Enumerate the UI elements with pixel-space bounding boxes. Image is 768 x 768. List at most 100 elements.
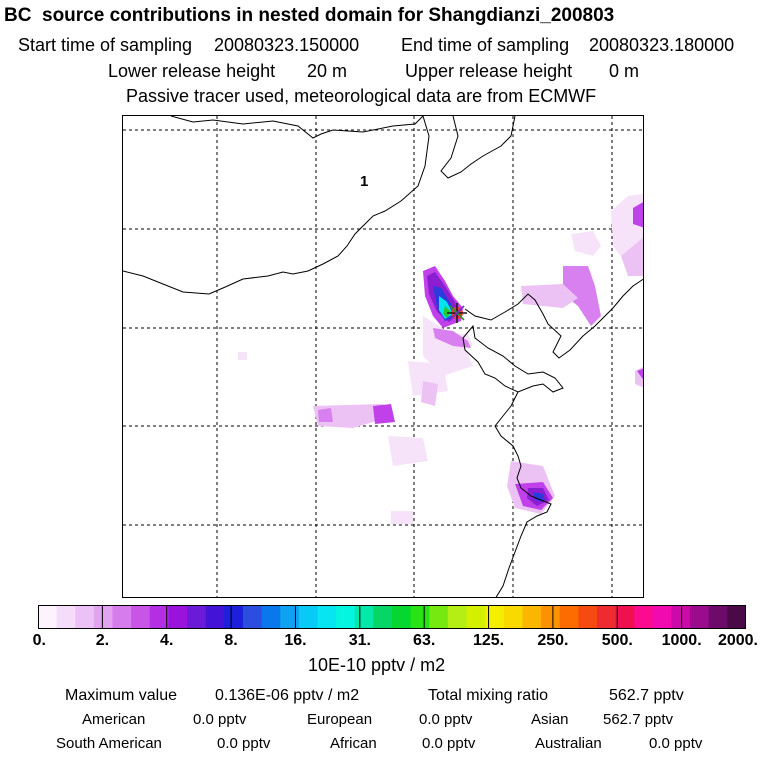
colorbar-segment bbox=[131, 605, 151, 629]
colorbar-ticks: 0. 2. 4. 8. 16. 31. 63. 125. 250. 500. 1000. 2000. bbox=[0, 632, 768, 652]
release-site-marker bbox=[447, 303, 467, 323]
colorbar-segment bbox=[373, 605, 393, 629]
start-time-label: Start time of sampling bbox=[18, 35, 193, 55]
border-line bbox=[123, 116, 430, 295]
plume-dot bbox=[391, 511, 413, 524]
colorbar-segment bbox=[727, 605, 746, 629]
upper-height-label: Upper release height bbox=[405, 61, 573, 81]
colorbar-tick-label: 31. bbox=[348, 632, 371, 649]
colorbar-segment bbox=[224, 605, 244, 629]
coastline bbox=[464, 278, 643, 359]
colorbar-segment bbox=[708, 605, 728, 629]
plume-s-light bbox=[408, 361, 448, 396]
colorbar-segment bbox=[280, 605, 300, 629]
european-label: European bbox=[307, 711, 373, 728]
plume-e-edge bbox=[637, 368, 643, 380]
colorbar-segment bbox=[503, 605, 524, 629]
map-panel: 1 bbox=[122, 115, 644, 598]
colorbar-segment bbox=[354, 605, 374, 629]
african-value: 0.0 pptv bbox=[422, 735, 476, 752]
plot-title: BC source contributions in nested domain… bbox=[4, 5, 615, 26]
plume-e-mid bbox=[563, 266, 601, 326]
colorbar-frame bbox=[38, 605, 746, 629]
plume-w-mid bbox=[318, 408, 333, 422]
colorbar-segment bbox=[168, 605, 188, 629]
plume-ne-light bbox=[571, 231, 601, 256]
african-label: African bbox=[330, 735, 377, 752]
colorbar-tick-label: 250. bbox=[537, 632, 569, 649]
australian-label: Australian bbox=[535, 735, 602, 752]
start-time-value: 20080323.150000 bbox=[214, 35, 360, 55]
colorbar-segment bbox=[410, 605, 430, 629]
graticule bbox=[123, 116, 643, 597]
colorbar-segment bbox=[652, 605, 673, 629]
colorbar-segment bbox=[690, 605, 710, 629]
colorbar bbox=[38, 605, 746, 629]
plume-s-light bbox=[388, 436, 428, 466]
colorbar-segment bbox=[93, 605, 114, 629]
plume-e-light bbox=[521, 284, 578, 308]
colorbar-segment bbox=[485, 605, 505, 629]
colorbar-segments bbox=[38, 605, 746, 629]
plume-w-strong bbox=[373, 404, 395, 424]
colorbar-segment bbox=[75, 605, 95, 629]
colorbar-segment bbox=[242, 605, 263, 629]
method-note: Passive tracer used, meteorological data… bbox=[126, 86, 597, 106]
colorbar-segment bbox=[541, 605, 561, 629]
colorbar-segment bbox=[56, 605, 76, 629]
coastlines bbox=[123, 116, 643, 597]
colorbar-tick-label: 0. bbox=[32, 632, 47, 649]
border-line bbox=[170, 116, 424, 139]
lower-height-label: Lower release height bbox=[108, 61, 276, 81]
asian-value: 562.7 pptv bbox=[603, 711, 674, 728]
colorbar-segment bbox=[298, 605, 319, 629]
south-american-label: South American bbox=[56, 735, 162, 752]
colorbar-tick-label: 8. bbox=[224, 632, 238, 649]
plume-ne-light bbox=[621, 237, 643, 276]
colorbar-segment bbox=[447, 605, 468, 629]
concentration-field bbox=[238, 194, 643, 524]
end-time-value: 20080323.180000 bbox=[589, 35, 735, 55]
colorbar-segment bbox=[336, 605, 356, 629]
asian-label: Asian bbox=[531, 711, 569, 728]
american-label: American bbox=[82, 711, 146, 728]
plume-s-light bbox=[421, 381, 438, 406]
colorbar-segment bbox=[38, 605, 58, 629]
colorbar-segment bbox=[522, 605, 542, 629]
european-value: 0.0 pptv bbox=[419, 711, 473, 728]
plume-dot bbox=[238, 352, 247, 360]
colorbar-tick-label: 500. bbox=[601, 632, 633, 649]
colorbar-tick-label: 1000. bbox=[661, 632, 702, 649]
colorbar-segment bbox=[187, 605, 207, 629]
colorbar-tick-label: 16. bbox=[284, 632, 307, 649]
colorbar-segment bbox=[205, 605, 225, 629]
colorbar-dividers bbox=[101, 605, 683, 629]
end-time-label: End time of sampling bbox=[401, 35, 570, 55]
colorbar-segment bbox=[261, 605, 281, 629]
colorbar-segment bbox=[671, 605, 691, 629]
total-mixing-label: Total mixing ratio bbox=[428, 687, 549, 704]
colorbar-tick-label: 2. bbox=[95, 632, 110, 649]
border-line bbox=[440, 116, 516, 179]
marker-stroke bbox=[449, 305, 465, 321]
upper-height-value: 0 m bbox=[609, 61, 640, 81]
plume-main-green bbox=[443, 306, 451, 318]
colorbar-segment bbox=[634, 605, 654, 629]
total-mixing-value: 562.7 pptv bbox=[609, 687, 684, 704]
colorbar-tick-label: 63. bbox=[413, 632, 436, 649]
colorbar-segment bbox=[466, 605, 486, 629]
release-number-label: 1 bbox=[360, 173, 368, 190]
plume-ne-strong bbox=[633, 202, 643, 228]
colorbar-segment bbox=[317, 605, 337, 629]
colorbar-segment bbox=[392, 605, 412, 629]
colorbar-segment bbox=[615, 605, 635, 629]
colorbar-tick-label: 4. bbox=[160, 632, 174, 649]
colorbar-segment bbox=[596, 605, 617, 629]
colorbar-segment bbox=[429, 605, 449, 629]
colorbar-segment bbox=[112, 605, 132, 629]
south-american-value: 0.0 pptv bbox=[217, 735, 271, 752]
colorbar-segment bbox=[149, 605, 170, 629]
plume-se-core bbox=[533, 492, 545, 502]
australian-value: 0.0 pptv bbox=[649, 735, 703, 752]
lower-height-value: 20 m bbox=[307, 61, 348, 81]
